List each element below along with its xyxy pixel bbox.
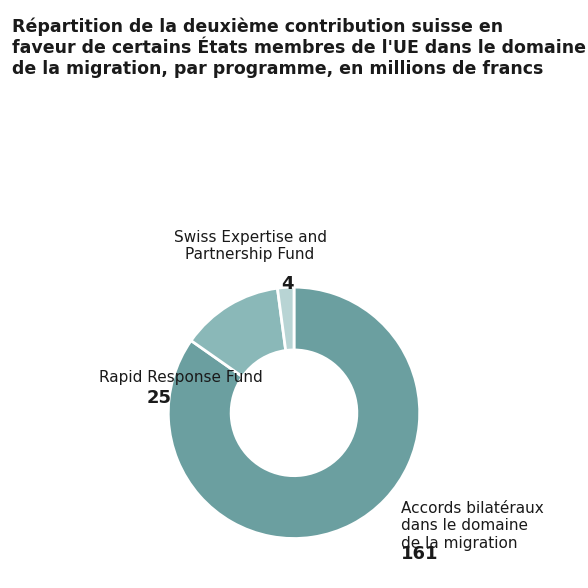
Text: Swiss Expertise and
Partnership Fund: Swiss Expertise and Partnership Fund (173, 229, 326, 262)
Text: 161: 161 (401, 545, 438, 563)
Text: 4: 4 (282, 275, 294, 293)
Wedge shape (278, 287, 294, 350)
Text: Rapid Response Fund: Rapid Response Fund (99, 370, 263, 385)
Text: Accords bilatéraux
dans le domaine
de la migration: Accords bilatéraux dans le domaine de la… (401, 501, 543, 550)
Wedge shape (191, 288, 286, 377)
Text: Répartition de la deuxième contribution suisse en
faveur de certains États membr: Répartition de la deuxième contribution … (12, 18, 586, 78)
Text: 25: 25 (147, 389, 172, 407)
Wedge shape (168, 287, 420, 539)
